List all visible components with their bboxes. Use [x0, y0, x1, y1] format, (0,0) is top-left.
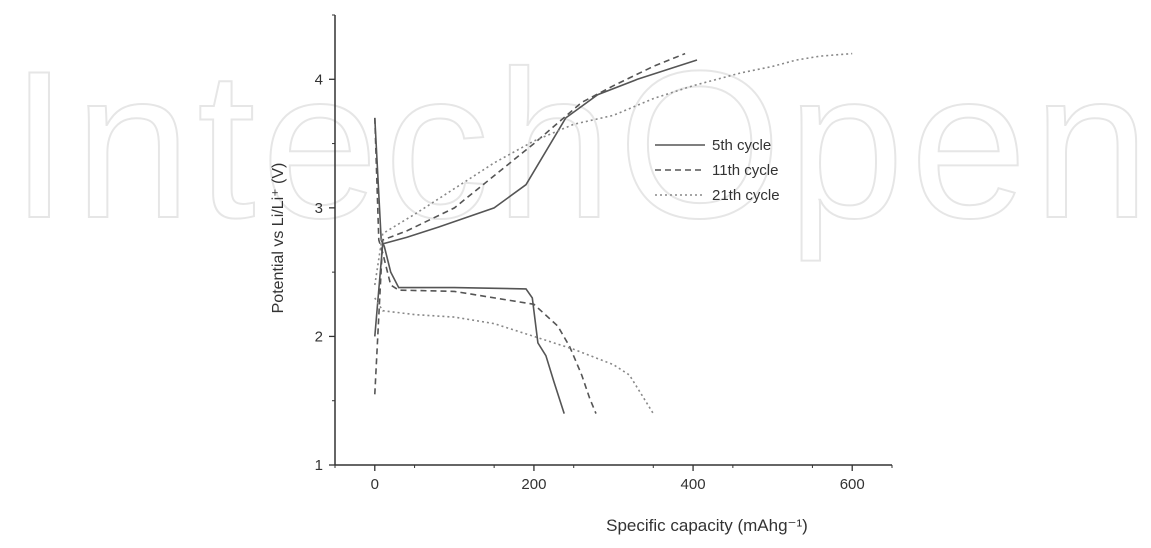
plot-area: [374, 52, 853, 415]
y-tick-label: 1: [315, 457, 323, 474]
series-line-2-charge: [374, 52, 686, 395]
series-line-1-discharge: [374, 117, 565, 414]
series-line-3-charge: [374, 52, 853, 286]
series-line-3-discharge: [374, 297, 654, 415]
axes: 0 200 400 600 1 2 3 4: [315, 14, 893, 493]
y-tick-label: 2: [315, 328, 323, 345]
y-tick-label: 4: [315, 71, 323, 88]
legend-label: 5th cycle: [712, 137, 771, 154]
x-tick-label: 0: [371, 476, 379, 493]
legend: 5th cycle 11th cycle 21th cycle: [655, 137, 780, 204]
y-tick-label: 3: [315, 200, 323, 217]
x-tick-label: 200: [521, 476, 546, 493]
y-axis-label: Potential vs Li/Li⁺ (V): [270, 163, 287, 314]
legend-label: 11th cycle: [712, 162, 778, 179]
watermark-logo-text: IntechOpen: [10, 27, 1151, 262]
legend-label: 21th cycle: [712, 187, 780, 204]
x-tick-label: 400: [681, 476, 706, 493]
series-line-1-charge: [374, 59, 698, 337]
x-axis-label: Specific capacity (mAhg⁻¹): [606, 516, 808, 535]
x-tick-label: 600: [840, 476, 865, 493]
